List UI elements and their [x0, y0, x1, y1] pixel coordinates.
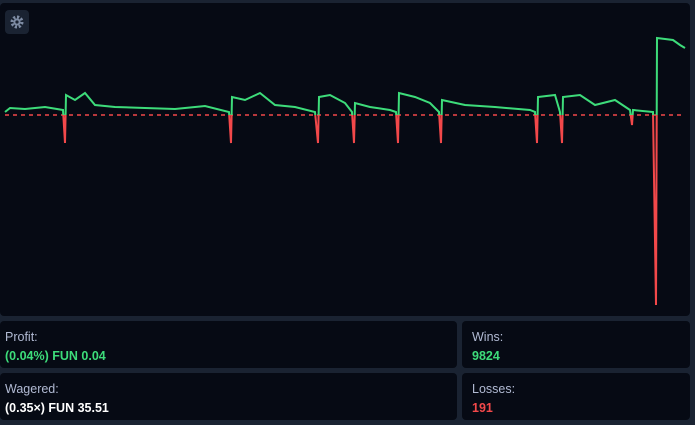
wins-panel: Wins: 9824	[462, 321, 690, 368]
chart	[4, 10, 686, 306]
profit-line	[4, 36, 686, 306]
wagered-panel: Wagered: (0.35×) FUN 35.51	[0, 373, 457, 420]
settings-button[interactable]	[5, 10, 29, 34]
label: Losses:	[472, 382, 516, 396]
label: Wins:	[472, 330, 504, 344]
value: (0.04%) FUN 0.04	[5, 349, 106, 363]
value: (0.35×) FUN 35.51	[5, 401, 109, 415]
value: 191	[472, 401, 493, 415]
label: Profit:	[5, 330, 38, 344]
value: 9824	[472, 349, 500, 363]
label: Wagered:	[5, 382, 59, 396]
losses-panel: Losses: 191	[462, 373, 690, 420]
profit-panel: Profit: (0.04%) FUN 0.04	[0, 321, 457, 368]
chart-panel	[0, 3, 690, 316]
